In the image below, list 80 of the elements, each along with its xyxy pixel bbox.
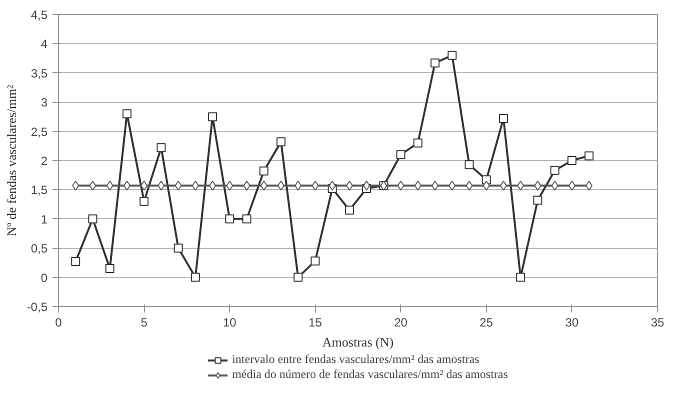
point	[259, 166, 268, 176]
point	[414, 180, 422, 191]
point	[88, 214, 98, 224]
point	[294, 180, 302, 191]
point	[567, 156, 576, 165]
point	[498, 114, 508, 123]
point	[568, 180, 576, 191]
point	[260, 180, 268, 191]
point	[550, 166, 560, 175]
point	[140, 180, 148, 191]
legend-label: média do número de fendas vasculares/mm² das amostras	[232, 367, 508, 382]
y-axis-title: Nº de fendas vasculares/mm²	[4, 84, 19, 236]
y-tick-label: 3	[40, 96, 48, 110]
point	[123, 180, 130, 191]
point	[89, 180, 96, 191]
point	[534, 180, 542, 191]
y-tick-label: 3,5	[30, 66, 48, 80]
y-tick-label: 0	[40, 270, 48, 285]
point	[464, 160, 474, 170]
point	[551, 180, 558, 191]
y-tick-label: -0,5	[26, 300, 48, 314]
point	[225, 214, 234, 224]
point	[209, 180, 216, 191]
y-tick-label: 2,5	[30, 124, 48, 139]
point	[192, 180, 199, 191]
point	[158, 180, 165, 191]
point	[363, 180, 370, 191]
point	[448, 50, 457, 60]
x-axis-title: Amostras (N)	[322, 334, 394, 350]
point	[413, 138, 422, 148]
point	[482, 180, 490, 191]
point	[328, 180, 336, 191]
point	[174, 244, 183, 253]
y-tick-label: 1,5	[30, 183, 48, 198]
point	[243, 180, 250, 191]
point	[586, 180, 593, 191]
point	[466, 180, 473, 191]
x-tick-label: 35	[650, 316, 664, 330]
point	[312, 180, 319, 191]
point	[106, 180, 114, 191]
point	[584, 151, 594, 160]
y-tick-label: 4,5	[30, 8, 48, 22]
point	[517, 180, 524, 191]
y-tick-label: 4	[40, 37, 48, 52]
point	[208, 112, 218, 122]
y-tick-label: 1	[40, 212, 48, 226]
point	[516, 272, 526, 282]
point	[396, 150, 406, 160]
point	[122, 109, 132, 118]
point	[174, 180, 182, 191]
x-tick-label: 15	[308, 316, 322, 330]
point	[226, 180, 234, 191]
point	[346, 180, 353, 191]
y-tick-label: 0,5	[30, 242, 48, 256]
point	[71, 257, 80, 266]
point	[242, 214, 252, 224]
x-tick-label: 25	[480, 316, 494, 330]
point	[276, 137, 286, 146]
point	[397, 180, 404, 191]
y-tick-label: 2	[40, 154, 48, 168]
point	[344, 206, 354, 215]
point	[140, 196, 149, 206]
x-tick-label: 0	[55, 316, 62, 330]
x-tick-label: 5	[140, 316, 148, 330]
point	[500, 180, 507, 191]
x-tick-label: 20	[394, 316, 408, 330]
point	[156, 143, 166, 152]
x-tick-label: 30	[565, 316, 579, 330]
point	[310, 256, 320, 266]
point	[430, 58, 440, 68]
point	[72, 180, 80, 191]
point	[432, 180, 439, 191]
point	[533, 196, 542, 205]
point	[294, 272, 303, 282]
x-tick-label: 10	[222, 316, 237, 330]
point	[448, 180, 456, 191]
point	[277, 180, 284, 191]
legend-label: intervalo entre fendas vasculares/mm² das amostras	[232, 352, 480, 367]
point	[105, 264, 114, 274]
point	[190, 272, 200, 282]
